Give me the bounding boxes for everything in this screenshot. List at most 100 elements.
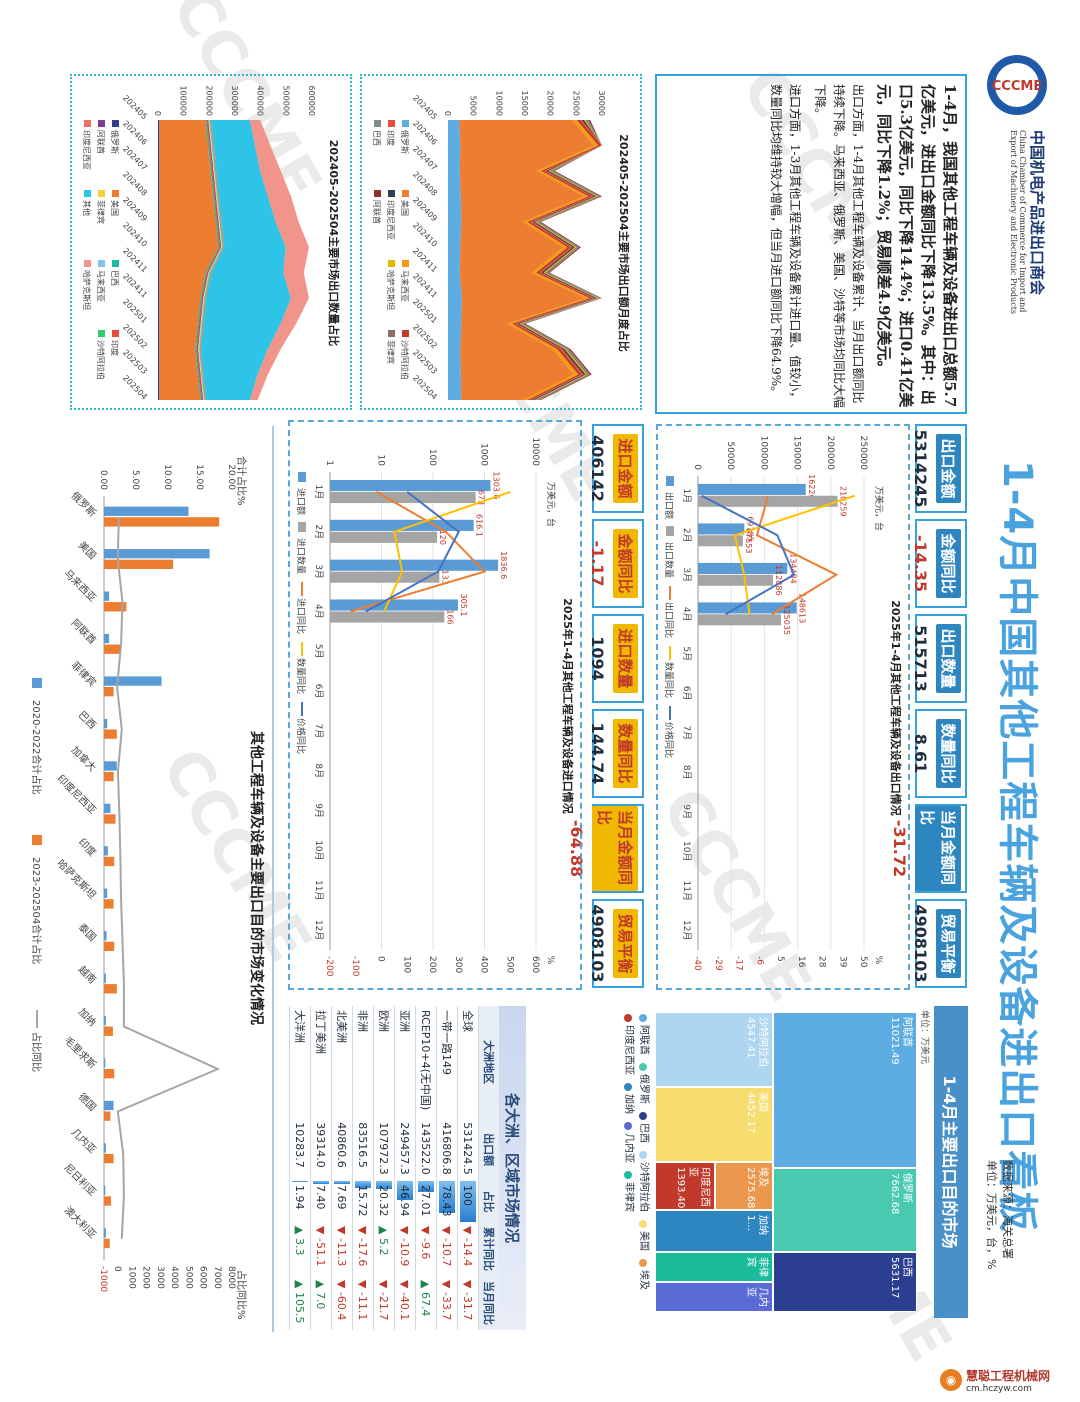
region-table-panel: 各大洲、区域市场情况 大洲地区 出口额 占比 累计同比 当月同比 全球 531424.5 1…	[288, 1006, 528, 1332]
legend-label: 占比同比	[30, 1032, 43, 1072]
legend-swatch	[84, 260, 91, 267]
export-monthly-chart-panel: 2025年1-4月其他工程车辆及设备出口情况 万美元，台% 0 50000 100000…	[656, 424, 910, 990]
legend-item: 印度	[386, 120, 396, 146]
treemap-cell-value: 1...	[744, 1215, 756, 1231]
bar-2023-202504合计占比	[103, 1111, 111, 1121]
table-row: 欧洲 107972.3 20.32 ▲ 5.2 ▼ -21.7	[373, 1006, 395, 1330]
x-tick-label: 202410	[411, 221, 439, 249]
x-tick-label: 202405	[121, 93, 149, 121]
legend-label: 印度尼西亚	[82, 130, 92, 170]
kpi-card: 数量同比 144.74	[588, 709, 644, 798]
legend-label: 美国	[110, 200, 120, 216]
region-value-cell: 107972.3	[373, 1118, 395, 1182]
y-tick-label: 5000	[469, 96, 478, 116]
region-table: 大洲地区 出口额 占比 累计同比 当月同比 全球 531424.5 100 ▼ -14.4 ▼ …	[289, 1006, 499, 1330]
y2-tick-label: 8000	[226, 1266, 236, 1289]
region-value-cell: 531424.5	[457, 1118, 479, 1182]
treemap-panel: 1-4月主要出口目的市场 单位：万美元 阿联酋 11021.49 俄罗斯 7662.6…	[590, 1006, 970, 1320]
kpi-label: 金额同比	[613, 529, 638, 598]
table-row: RCEP10+4(无中国) 143522.0 27.01 ▼ -9.6 ▲ 67.4	[415, 1006, 437, 1330]
region-value-cell: 10283.7	[289, 1118, 311, 1182]
region-cur-cell: ▼ -11.1	[352, 1275, 374, 1330]
legend-swatch	[624, 1171, 632, 1179]
bar-value-label: 112886	[774, 565, 783, 596]
y2-tick-label: 7000	[212, 1266, 222, 1289]
market-share-area-chart: 202405-202504主要市场出口额月度占比 0 5000 10000 15000 2…	[372, 91, 631, 402]
bar-2020-2022合计占比	[103, 846, 108, 856]
legend-item: 价格同比	[663, 706, 675, 758]
legend-swatch	[298, 472, 306, 482]
area-菲律宾	[520, 120, 602, 400]
legend-label: 进口数量	[295, 538, 307, 574]
region-cur-cell: ▼ -21.7	[373, 1275, 395, 1330]
org-name-en-2: Export of Machinery and Electronic Produ…	[1009, 130, 1018, 315]
region-name-cell: 欧洲	[373, 1006, 395, 1119]
area-菲律宾	[198, 120, 222, 400]
bar-2023-202504合计占比	[104, 984, 117, 994]
y-tick-label: 0.00	[98, 470, 108, 490]
bar-value-label: 69785	[745, 516, 754, 541]
y-tick-label: 30000	[597, 91, 606, 116]
y2-tick-label: 4000	[169, 1266, 179, 1289]
legend-label: 出口数量	[663, 542, 675, 578]
y-axis-unit: 万美元，台	[873, 486, 885, 531]
legend-swatch	[624, 1083, 632, 1091]
legend-item: 进口同比	[295, 582, 307, 634]
area-其他	[201, 120, 291, 400]
y2-tick-label: 2000	[141, 1266, 151, 1289]
treemap-cell-name: 美国	[756, 1092, 768, 1112]
treemap-cell-label: 巴西 5631.17	[888, 1257, 912, 1298]
legend-label: 出口额	[663, 492, 675, 519]
area-哈萨克斯坦	[519, 120, 602, 400]
export-monthly-chart: 2025年1-4月其他工程车辆及设备出口情况 万美元，台% 0 50000 100000…	[663, 436, 903, 971]
kpi-label: 出口数量	[936, 624, 961, 693]
legend-item: 阿联酋	[372, 190, 382, 224]
bar-2023-202504合计占比	[104, 814, 116, 824]
site-badge[interactable]: ◉ 慧聪工程机械网 cm.hczyw.com	[940, 1362, 1072, 1398]
region-value-cell: 143522.0	[415, 1118, 437, 1182]
bar-2023-202504合计占比	[103, 1196, 112, 1206]
x-tick-label: 3月	[313, 564, 324, 579]
legend-item: 占比同比	[30, 1010, 43, 1072]
bar-出口数量	[698, 495, 838, 507]
x-tick-label: 202409	[121, 195, 149, 223]
y2-tick-label: 300	[453, 956, 463, 973]
y-tick-label: 400000	[256, 85, 265, 116]
y-tick-label: 0	[692, 464, 702, 470]
kpi-card: 金额同比 -14.35	[911, 519, 967, 608]
legend-label: 进口额	[295, 488, 307, 515]
legend-item: 沙特阿拉伯	[400, 330, 410, 380]
x-tick-label: 202407	[121, 144, 149, 172]
legend-label: 印度尼西亚	[623, 1025, 634, 1075]
x-tick-label: 德国	[76, 1090, 99, 1113]
summary-box: 1-4月，我国其他工程车辆及设备进出口总额5.7亿美元，进出口金额同比下降13.…	[655, 74, 967, 414]
kpi-card: 贸易平衡 4908103	[911, 899, 967, 988]
org-name-en-1: China Chamber of Commerce for Import and	[1018, 130, 1027, 313]
bar-value-label: 616.1	[475, 514, 484, 537]
legend-label: 巴西	[110, 270, 119, 286]
region-name-cell: 一带一路149	[436, 1006, 458, 1119]
legend-item: 阿联酋	[636, 1014, 650, 1055]
bar-出口数量	[697, 574, 773, 586]
kpi-label: 出口金额	[936, 434, 961, 503]
legend-item: 2020-2022合计占比	[30, 678, 43, 795]
y-tick-label: 200000	[204, 85, 213, 116]
kpi-label: 当月金额同比	[592, 806, 638, 891]
y-tick-label: 1	[324, 460, 334, 466]
region-share-cell: 27.01	[415, 1181, 437, 1223]
treemap-cell-name: 阿联酋	[901, 1017, 912, 1047]
legend-swatch	[402, 190, 409, 197]
x-tick-label: 10月	[313, 840, 324, 860]
y2-tick-label: -17	[734, 956, 744, 971]
legend-label: 俄罗斯	[638, 1074, 649, 1104]
region-cur-cell: ▼ -31.7	[457, 1275, 479, 1330]
legend-item: 俄罗斯	[400, 120, 410, 154]
area-美国	[159, 120, 219, 400]
bar-2020-2022合计占比	[103, 1185, 106, 1196]
kpi-value: 515713	[911, 625, 930, 692]
kpi-card: 贸易平衡 4908103	[588, 899, 644, 988]
legend-label: 数量同比	[663, 662, 675, 698]
y2-tick-label: -29	[713, 956, 723, 971]
y2-tick-label: 600	[530, 956, 540, 973]
bar-value-label: 673	[477, 490, 486, 505]
